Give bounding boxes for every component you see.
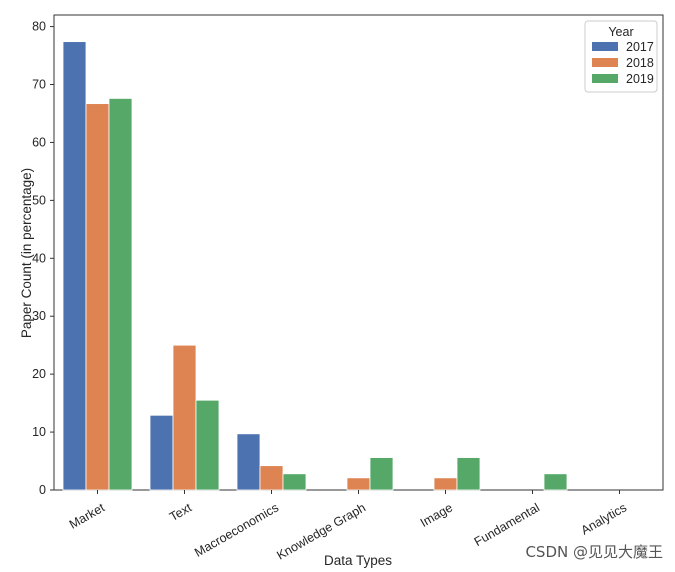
y-tick-label: 20 [32,367,46,381]
watermark: CSDN @见见大魔王 [525,543,663,561]
bar-2019-text [195,399,220,491]
y-tick-label: 80 [32,20,46,34]
bar-2018-text [172,344,197,491]
y-tick-label: 60 [32,135,46,149]
bar-2019-image [456,457,481,491]
y-tick-label: 50 [32,193,46,207]
x-tick-label: Image [418,500,455,530]
legend-swatch-2018 [592,58,618,67]
legend-label-2017: 2017 [626,40,654,54]
legend-swatch-2017 [592,42,618,51]
legend-swatch-2019 [592,74,618,83]
y-axis-ticks: 0 10 20 30 40 50 60 70 80 [32,20,54,497]
y-tick-label: 40 [32,251,46,265]
x-tick-label: Market [67,500,108,531]
plot-frame [53,14,664,491]
y-tick-label: 70 [32,78,46,92]
legend-title: Year [608,25,633,39]
bar-2018-macroeconomics [259,465,284,491]
y-axis-label: Paper Count (in percentage) [19,168,34,338]
bar-2019-fundamental [543,473,568,491]
y-tick-label: 30 [32,309,46,323]
bar-2017-macroeconomics [236,433,261,491]
x-tick-label: Macroeconomics [192,500,281,559]
bar-2017-market [62,41,87,491]
x-tick-label: Analytics [579,500,629,537]
legend-label-2019: 2019 [626,72,654,86]
legend-label-2018: 2018 [626,56,654,70]
bar-2018-market [85,103,110,491]
y-tick-label: 0 [39,483,46,497]
bar-2019-macroeconomics [282,473,307,491]
bar-2019-knowledge-graph [369,457,394,491]
bars [62,41,568,491]
bar-2018-knowledge-graph [346,477,371,491]
bar-2018-image [433,477,458,491]
legend: Year 2017 2018 2019 [584,20,658,93]
x-axis-label: Data Types [324,553,392,568]
y-tick-label: 10 [32,425,46,439]
x-tick-label: Text [167,500,194,524]
legend-entries: 2017 2018 2019 [592,40,654,86]
bar-2019-market [108,98,133,491]
bar-2017-text [149,414,174,491]
